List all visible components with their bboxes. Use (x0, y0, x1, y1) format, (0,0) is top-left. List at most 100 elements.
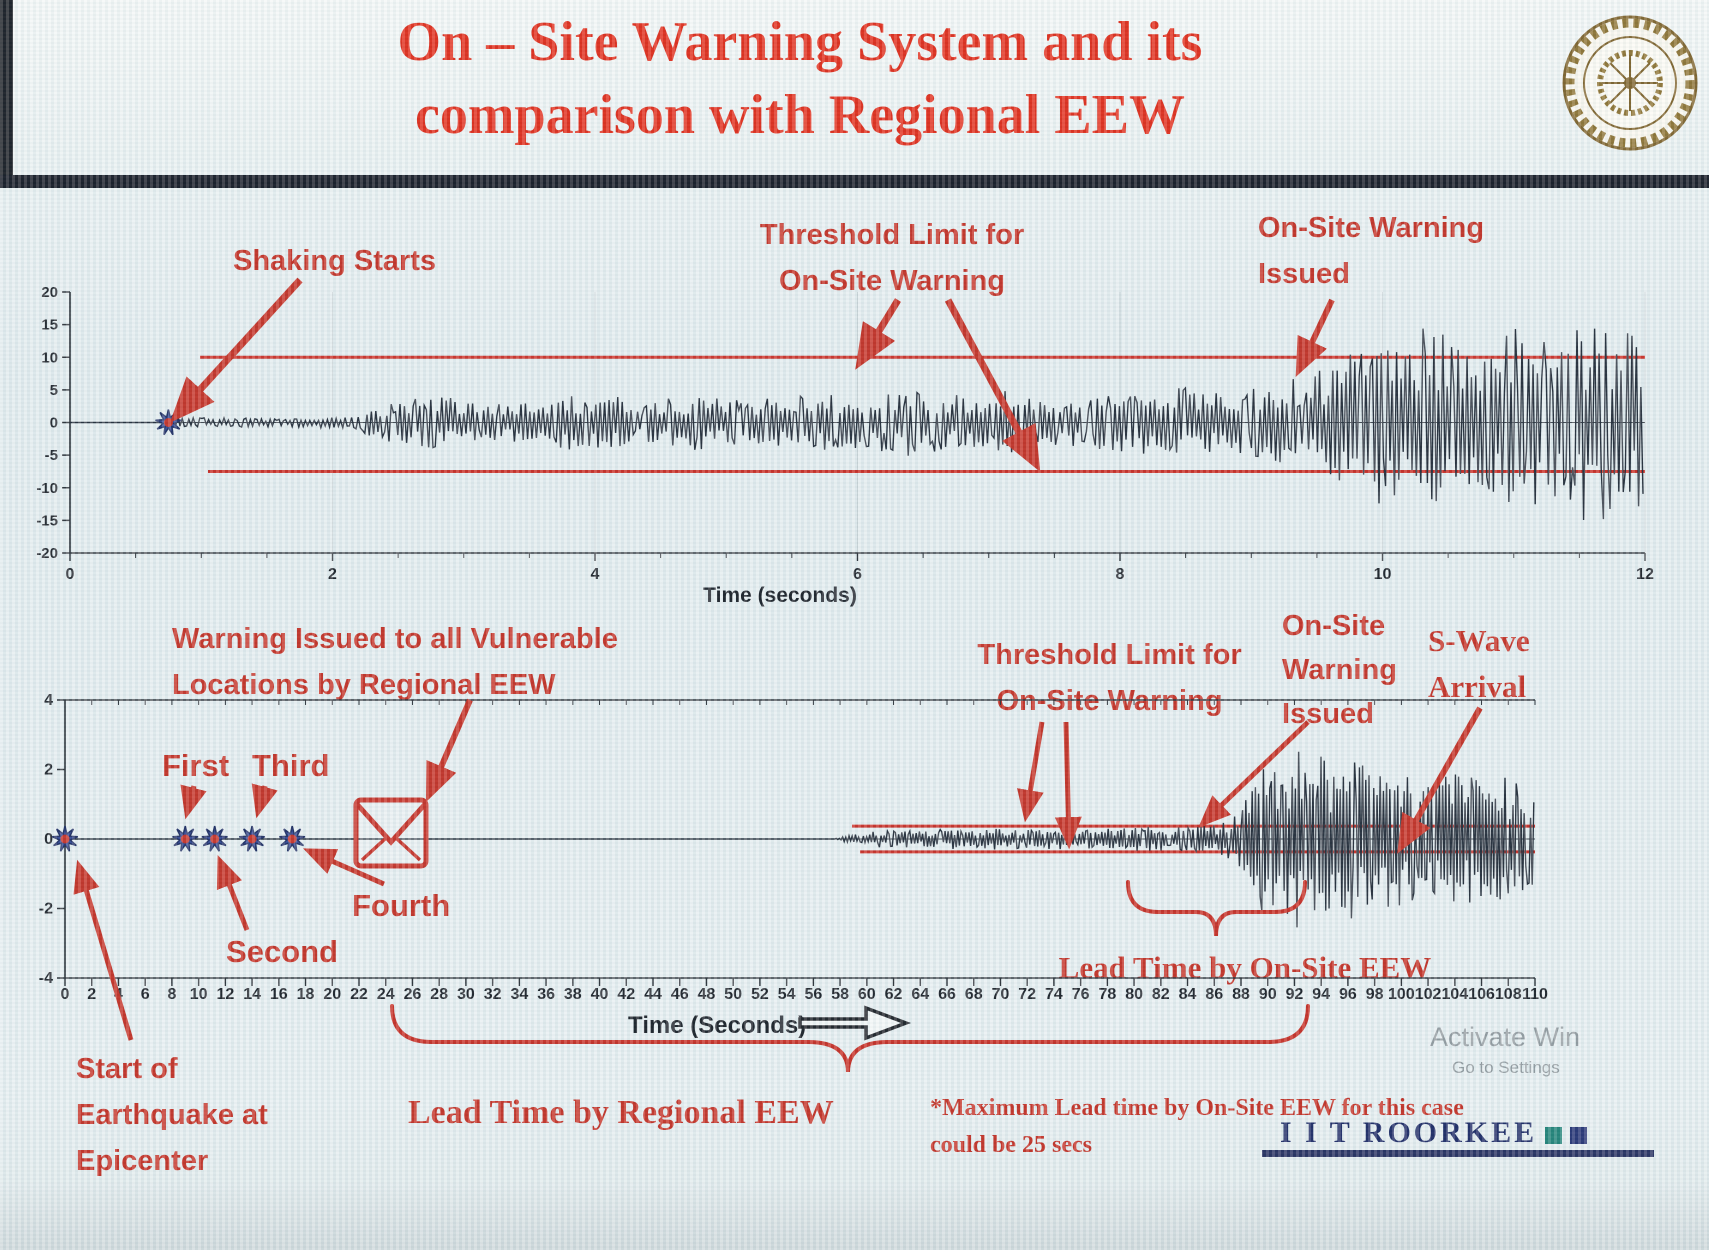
x-tick-label: 6 (141, 986, 150, 1003)
lead-time-braces (390, 880, 1310, 1073)
onsite-warning-issued-bottom-label: On-Site Warning Issued (1282, 610, 1397, 730)
x-tick-label: 108 (1495, 986, 1522, 1003)
y-tick-label: -15 (36, 512, 58, 529)
x-tick-label: 92 (1286, 986, 1304, 1003)
x-tick-label: 54 (778, 986, 796, 1003)
seismogram-trace (70, 328, 1644, 521)
star-center-dot (210, 834, 220, 844)
y-tick-label: 0 (44, 831, 53, 848)
x-tick-label: 30 (457, 986, 475, 1003)
arrow-fourth (303, 848, 386, 887)
arrow-onsite-warning-top (1295, 298, 1335, 378)
x-tick-label: 82 (1152, 986, 1170, 1003)
brace-lead-time-regional (390, 1004, 1310, 1073)
x-tick-label: 12 (216, 986, 234, 1003)
y-tick-label: 20 (41, 284, 58, 301)
arrow-threshold-bottom-lower (1054, 721, 1082, 850)
x-tick-label: 40 (591, 986, 609, 1003)
threshold-limit-top-label: Threshold Limit for On-Site Warning (759, 219, 1025, 297)
onsite-warning-issued-top-label: On-Site Warning Issued (1258, 212, 1485, 290)
x-tick-label: 20 (323, 986, 341, 1003)
x-tick-label: 52 (751, 986, 769, 1003)
x-tick-label: 4 (591, 566, 600, 583)
x-tick-label: 62 (885, 986, 903, 1003)
bottom-chart-xlabel: Time (Seconds) (628, 1012, 807, 1039)
x-tick-label: 46 (671, 986, 689, 1003)
x-tick-label: 48 (698, 986, 716, 1003)
arrow-regional-warning (425, 698, 473, 803)
x-tick-label: 42 (617, 986, 635, 1003)
x-tick-label: 22 (350, 986, 368, 1003)
x-tick-label: 64 (911, 986, 929, 1003)
seismogram-trace (65, 751, 1535, 928)
x-tick-label: 84 (1179, 986, 1197, 1003)
x-tick-label: 102 (1415, 986, 1442, 1003)
x-tick-label: 96 (1339, 986, 1357, 1003)
header-divider (0, 175, 1709, 188)
brace-lead-time-onsite (1126, 880, 1307, 937)
brand-text: I I T ROORKEE (1280, 1116, 1538, 1149)
x-tick-label: 110 (1522, 986, 1548, 1003)
arrow-threshold-top-upper (855, 298, 901, 370)
x-tick-label: 10 (1374, 566, 1392, 583)
x-tick-label: 78 (1098, 986, 1116, 1003)
x-tick-label: 8 (167, 986, 176, 1003)
activate-watermark: Activate Win (1430, 1022, 1581, 1052)
first-detection-label: First (162, 748, 230, 783)
arrow-third (251, 783, 278, 819)
top-chart-xlabel: Time (seconds) (703, 584, 857, 607)
arrow-threshold-bottom-upper (1017, 721, 1045, 823)
x-tick-label: 80 (1125, 986, 1143, 1003)
logo-gear-teeth (1565, 18, 1695, 148)
x-tick-label: 38 (564, 986, 582, 1003)
x-tick-label: 34 (510, 986, 528, 1003)
x-tick-label: 8 (1116, 566, 1125, 583)
star-center-dot (180, 834, 190, 844)
x-tick-label: 70 (992, 986, 1010, 1003)
x-tick-label: 74 (1045, 986, 1063, 1003)
x-tick-label: 10 (190, 986, 208, 1003)
arrow-second (216, 854, 250, 931)
x-tick-label: 66 (938, 986, 956, 1003)
x-tick-label: 76 (1072, 986, 1090, 1003)
threshold-limit-bottom-label: Threshold Limit for On-Site Warning (977, 639, 1242, 717)
y-tick-label: -4 (39, 970, 53, 987)
x-tick-label: 18 (297, 986, 315, 1003)
x-tick-label: 58 (831, 986, 849, 1003)
x-tick-label: 24 (377, 986, 395, 1003)
brand-footer: I I T ROORKEE (1280, 1116, 1588, 1150)
star-center-dot (247, 834, 257, 844)
x-tick-label: 68 (965, 986, 983, 1003)
y-tick-label: -5 (45, 447, 58, 464)
brand-square-navy (1570, 1126, 1588, 1144)
lead-time-regional-label: Lead Time by Regional EEW (408, 1094, 834, 1131)
x-tick-label: 50 (724, 986, 742, 1003)
x-tick-label: 26 (404, 986, 422, 1003)
x-tick-label: 28 (430, 986, 448, 1003)
page-title-line1: On – Site Warning System and its (397, 11, 1203, 73)
callout-arrows (73, 277, 1483, 1041)
fourth-detection-label: Fourth (352, 888, 451, 923)
swave-arrival-label: S-Wave Arrival (1428, 623, 1530, 704)
activate-watermark-line2: Go to Settings (1452, 1058, 1560, 1077)
x-tick-label: 12 (1636, 566, 1654, 583)
y-tick-label: -20 (36, 545, 58, 562)
logo-hub (1624, 77, 1636, 89)
time-direction-arrow-icon (798, 1005, 911, 1041)
arrow-swave-arrival (1397, 706, 1483, 854)
x-tick-label: 44 (644, 986, 662, 1003)
y-tick-label: 5 (50, 382, 58, 399)
lead-time-onsite-label: Lead Time by On-Site EEW (1058, 950, 1432, 985)
x-tick-label: 100 (1388, 986, 1415, 1003)
y-tick-label: 4 (44, 692, 53, 709)
logo-wheel-rim (1597, 50, 1663, 116)
max-lead-time-note: *Maximum Lead time by On-Site EEW for th… (930, 1095, 1464, 1158)
y-tick-label: -2 (39, 901, 53, 918)
photo-edge (0, 0, 13, 175)
x-tick-label: 0 (61, 986, 70, 1003)
y-tick-label: 0 (50, 415, 58, 432)
x-tick-label: 88 (1232, 986, 1250, 1003)
x-tick-label: 106 (1468, 986, 1495, 1003)
